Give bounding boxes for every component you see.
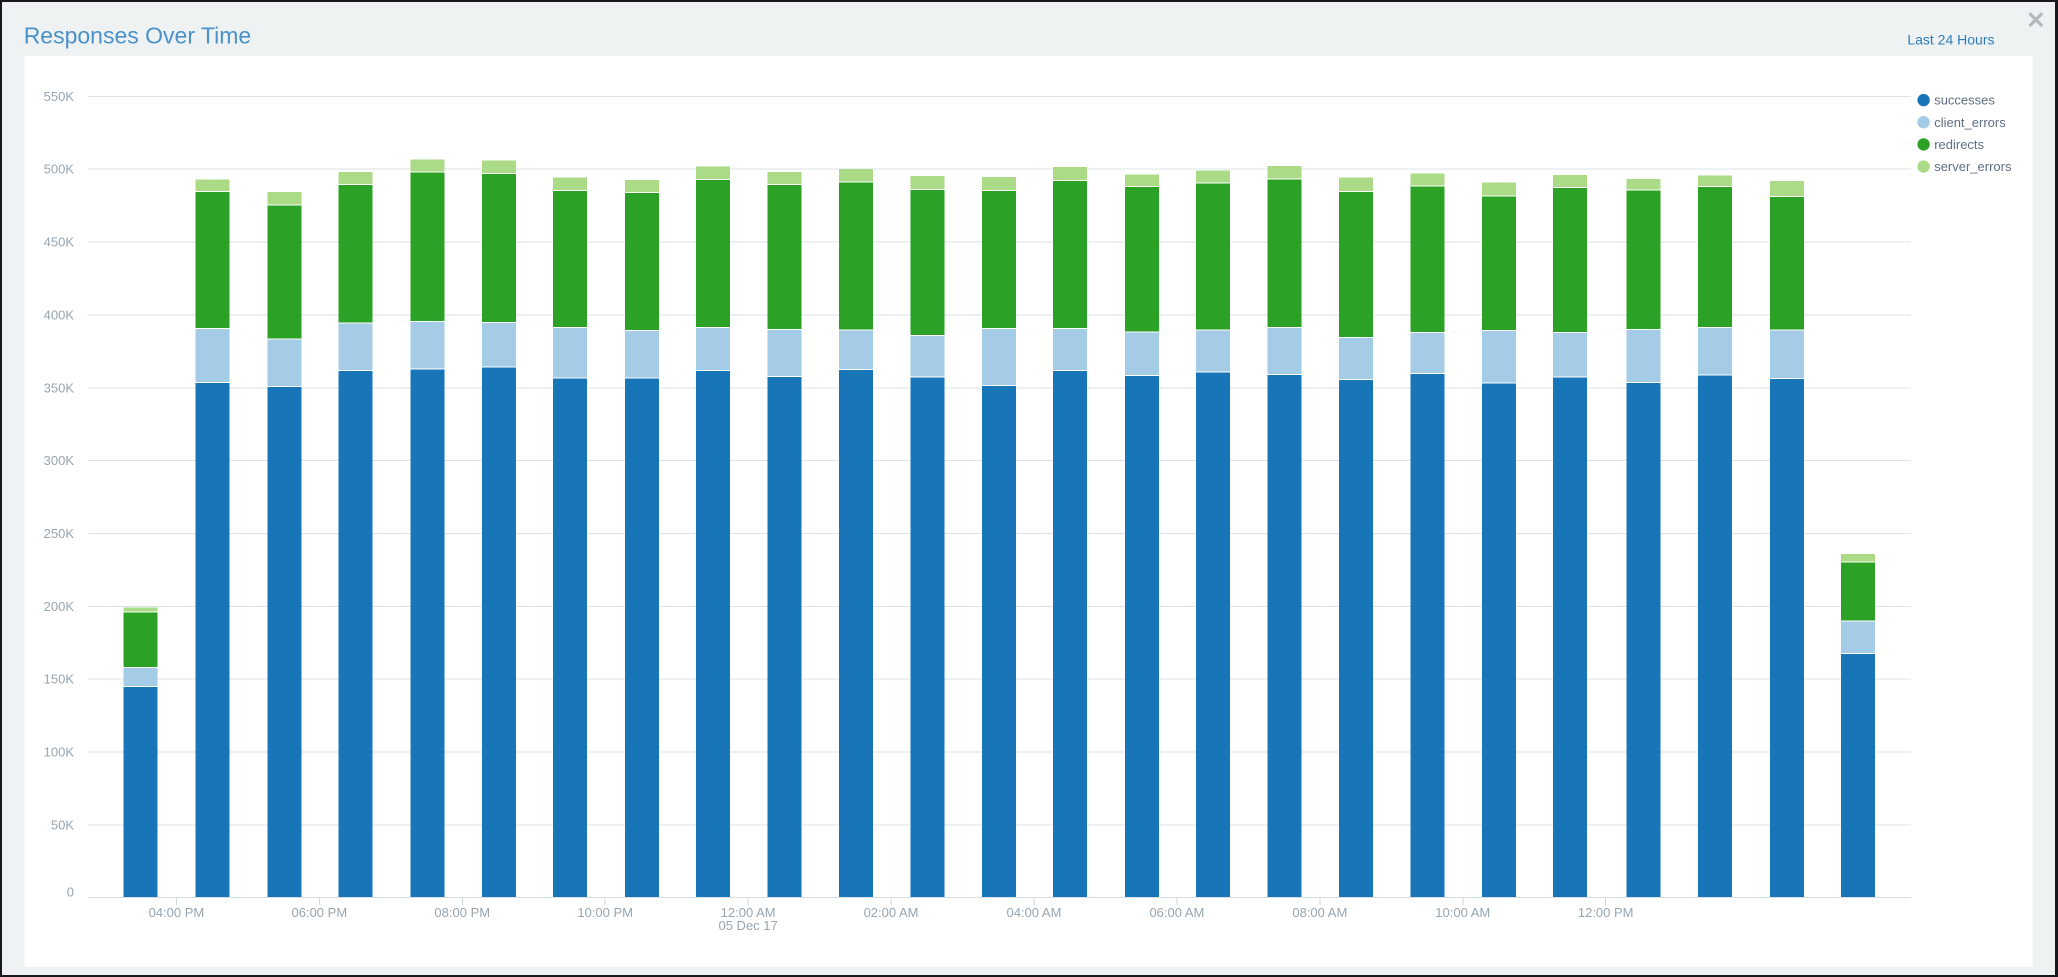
svg-text:100K: 100K — [44, 745, 75, 760]
svg-text:client_errors: client_errors — [1934, 115, 2006, 130]
svg-text:450K: 450K — [44, 235, 75, 250]
svg-text:200K: 200K — [44, 599, 75, 614]
svg-text:06:00 PM: 06:00 PM — [292, 905, 348, 920]
svg-text:250K: 250K — [44, 526, 75, 541]
svg-text:500K: 500K — [44, 162, 75, 177]
svg-text:08:00 PM: 08:00 PM — [434, 905, 490, 920]
svg-text:06:00 AM: 06:00 AM — [1149, 905, 1204, 920]
svg-text:04:00 AM: 04:00 AM — [1007, 905, 1062, 920]
svg-text:12:00 AM: 12:00 AM — [721, 905, 776, 920]
svg-text:server_errors: server_errors — [1934, 159, 2012, 174]
svg-text:12:00 PM: 12:00 PM — [1578, 905, 1634, 920]
svg-text:550K: 550K — [44, 89, 75, 104]
svg-text:Responses Over Time: Responses Over Time — [24, 23, 252, 49]
svg-text:350K: 350K — [44, 380, 75, 395]
svg-text:10:00 AM: 10:00 AM — [1435, 905, 1490, 920]
svg-text:redirects: redirects — [1934, 137, 1984, 152]
svg-text:50K: 50K — [51, 817, 74, 832]
svg-text:05 Dec 17: 05 Dec 17 — [718, 918, 777, 933]
svg-text:08:00 AM: 08:00 AM — [1292, 905, 1347, 920]
svg-text:04:00 PM: 04:00 PM — [149, 905, 205, 920]
svg-text:successes: successes — [1934, 93, 1995, 108]
svg-text:0: 0 — [67, 885, 74, 900]
svg-text:Last 24 Hours: Last 24 Hours — [1907, 32, 1994, 48]
svg-text:400K: 400K — [44, 307, 75, 322]
svg-text:300K: 300K — [44, 453, 75, 468]
svg-text:02:00 AM: 02:00 AM — [864, 905, 919, 920]
svg-text:150K: 150K — [44, 672, 75, 687]
svg-text:10:00 PM: 10:00 PM — [577, 905, 633, 920]
